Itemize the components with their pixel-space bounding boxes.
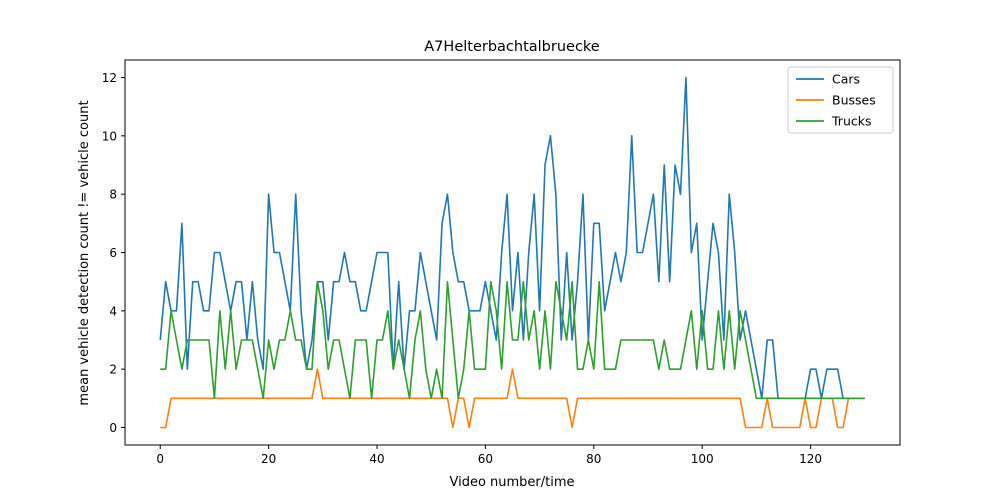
legend-box [787, 66, 894, 134]
y-axis-label: mean vehicle detection count != vehicle … [77, 100, 92, 405]
y-tick-label: 12 [102, 71, 117, 85]
x-axis-ticks: 0 20 40 60 80 100 120 [156, 445, 822, 466]
x-tick-label: 40 [369, 452, 384, 466]
y-tick-label: 2 [109, 363, 117, 377]
y-tick-label: 4 [109, 304, 117, 318]
legend-label-trucks: Trucks [831, 114, 871, 129]
legend-label-busses: Busses [832, 93, 876, 108]
plot-series [159, 76, 865, 429]
x-tick-label: 60 [478, 452, 493, 466]
x-tick-label: 120 [799, 452, 822, 466]
series-line-trucks [160, 280, 865, 400]
y-tick-label: 8 [109, 188, 117, 202]
y-tick-label: 6 [109, 246, 117, 260]
series-line-busses [160, 368, 865, 429]
x-tick-label: 20 [261, 452, 276, 466]
x-tick-label: 80 [586, 452, 601, 466]
chart-title: A7Helterbachtalbruecke [424, 39, 600, 55]
legend-label-cars: Cars [832, 72, 860, 87]
series-line-cars [159, 76, 865, 400]
y-tick-label: 0 [109, 421, 117, 435]
y-tick-label: 10 [102, 129, 117, 143]
y-axis-ticks: 0 2 4 6 8 10 12 [102, 71, 125, 435]
x-tick-label: 0 [156, 452, 164, 466]
x-tick-label: 100 [691, 452, 714, 466]
legend: Cars Busses Trucks [787, 66, 894, 134]
x-axis-label: Video number/time [449, 475, 574, 490]
